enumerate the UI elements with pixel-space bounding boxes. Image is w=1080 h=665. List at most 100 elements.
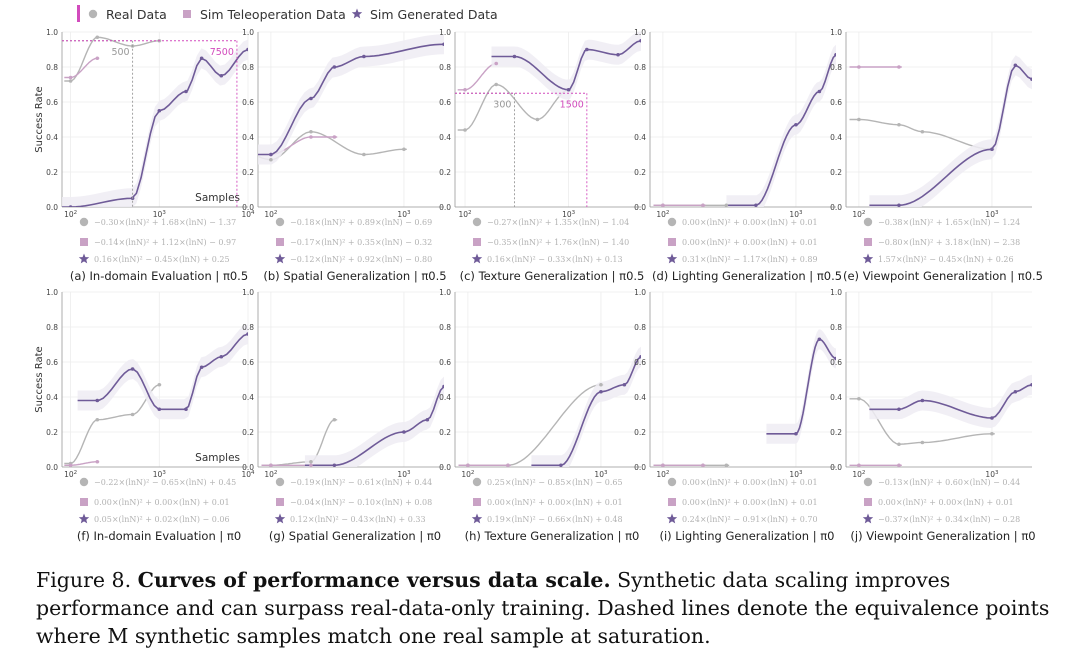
data-point-real [95,35,100,40]
data-point-gen [442,42,444,47]
fit-equation-real: 0.00×(lnN)² + 0.00×(lnN) + 0.01 [682,478,818,487]
data-point-real [724,463,729,467]
y-axis-label: Success Rate [34,346,45,412]
data-point-gen [920,398,925,403]
data-point-gen [246,332,248,336]
x-tick-label: 102 [852,210,865,219]
confidence-band [869,374,1032,428]
y-tick-label: 0.2 [634,428,646,437]
equation-marker-real [863,217,873,227]
data-point-real [95,417,100,422]
equation-marker-real [667,217,677,227]
y-tick-label: 0.4 [439,393,451,402]
fit-equation-gen: 1.57×(lnN)² − 0.45×(lnN) + 0.26 [878,255,1014,264]
equation-marker-gen [862,253,874,264]
panel-a: 0.0 0.2 0.4 0.6 0.8 1.0 102 103 104 500 7500 Succes… [34,28,255,283]
equivalence-label: 500 [111,47,129,58]
data-point-real [535,117,540,122]
fit-equation-tele: −0.14×(lnN)² + 1.12×(lnN) − 0.97 [94,238,236,247]
data-point-gen [834,356,836,361]
equation-marker-real [472,217,482,227]
data-point-tele [506,463,510,467]
y-tick-label: 0.0 [242,203,254,212]
fit-equation-gen: 0.05×(lnN)² + 0.02×(lnN) − 0.06 [94,515,230,524]
x-tick-label: 103 [397,470,411,479]
data-point-gen [269,152,273,157]
y-tick-label: 0.0 [242,463,254,472]
data-point-real [897,122,901,127]
data-point-gen [512,54,517,59]
y-tick-label: 0.4 [46,393,58,402]
confidence-band [491,32,641,100]
data-point-gen [157,108,162,113]
equation-marker-gen [471,253,483,264]
data-point-gen [332,463,337,467]
equation-marker-tele [473,498,481,506]
panel-b: 0.0 0.2 0.4 0.6 0.8 1.0 102 103−0.18×(lnN)² + 0… [242,28,447,283]
fit-curve-real [64,384,162,465]
equivalence-label: 1500 [560,99,584,110]
y-tick-label: 0.4 [634,393,646,402]
x-tick-label: 102 [461,470,474,479]
data-point-real [130,412,135,417]
y-tick-label: 0.0 [830,203,842,212]
y-tick-label: 0.6 [46,98,58,107]
data-point-gen [559,463,563,467]
data-point-tele [68,463,73,467]
fit-equation-real: −0.27×(lnN)² + 1.35×(lnN) − 1.04 [487,218,629,227]
equation-marker-real [79,217,89,227]
y-tick-label: 0.6 [634,98,646,107]
data-point-real [920,129,925,134]
data-point-real [463,128,467,132]
legend-bar [77,5,80,22]
fit-curve-gen [766,338,836,435]
y-tick-label: 0.2 [439,428,451,437]
panel-title: (a) In-domain Evaluation | π0.5 [70,269,248,283]
panel-f: 0.0 0.2 0.4 0.6 0.8 1.0 102 103 104 Success Rate S… [34,288,255,543]
data-point-gen [897,407,901,412]
y-tick-label: 0.8 [242,63,254,72]
data-point-real [402,147,406,152]
y-tick-label: 0.2 [830,168,842,177]
fit-equation-gen: 0.16×(lnN)² − 0.45×(lnN) + 0.25 [94,255,230,264]
y-tick-label: 1.0 [830,28,842,37]
y-tick-label: 0.6 [242,358,254,367]
fit-equation-tele: 0.00×(lnN)² + 0.00×(lnN) + 0.01 [878,498,1014,507]
equation-marker-tele [80,238,88,246]
y-tick-label: 0.6 [46,358,58,367]
data-point-gen [425,417,430,422]
plot-area [62,292,248,467]
data-point-tele [332,135,337,139]
fit-curve-gen [869,384,1032,419]
data-point-tele [701,203,705,207]
caption-body: Synthetic data scaling improves performa… [36,568,1050,648]
y-tick-label: 1.0 [439,28,451,37]
fit-curve-gen [304,385,444,467]
data-point-real [599,382,603,387]
panel-title: (j) Viewpoint Generalization | π0 [850,529,1035,543]
x-tick-label: 103 [985,470,999,479]
data-point-gen [639,354,641,359]
panel-title: (b) Spatial Generalization | π0.5 [263,269,446,283]
data-point-gen [442,384,444,389]
y-tick-label: 0.0 [439,203,451,212]
figure-8: Real Data Sim Teleoperation Data Sim Gener… [34,5,1043,543]
data-point-gen [990,147,994,152]
data-point-gen [639,38,641,43]
x-tick-label: 104 [241,210,255,219]
data-point-gen [157,407,162,412]
fit-equation-gen: −0.12×(lnN)² + 0.92×(lnN) − 0.80 [290,255,432,264]
y-tick-label: 0.2 [46,168,58,177]
fit-equation-real: −0.38×(lnN)² + 1.65×(lnN) − 1.24 [878,218,1020,227]
y-tick-label: 0.4 [830,133,842,142]
panel-title: (c) Texture Generalization | π0.5 [460,269,645,283]
fit-equation-gen: 0.31×(lnN)² − 1.17×(lnN) + 0.89 [682,255,818,264]
data-point-real [332,417,337,422]
fit-equation-gen: 0.12×(lnN)² − 0.43×(lnN) + 0.33 [290,515,426,524]
plot-area [258,292,444,467]
data-point-real [68,79,73,83]
equation-marker-gen [78,253,90,264]
y-tick-label: 0.8 [439,323,451,332]
data-point-real [857,117,861,122]
data-point-gen [332,65,337,69]
